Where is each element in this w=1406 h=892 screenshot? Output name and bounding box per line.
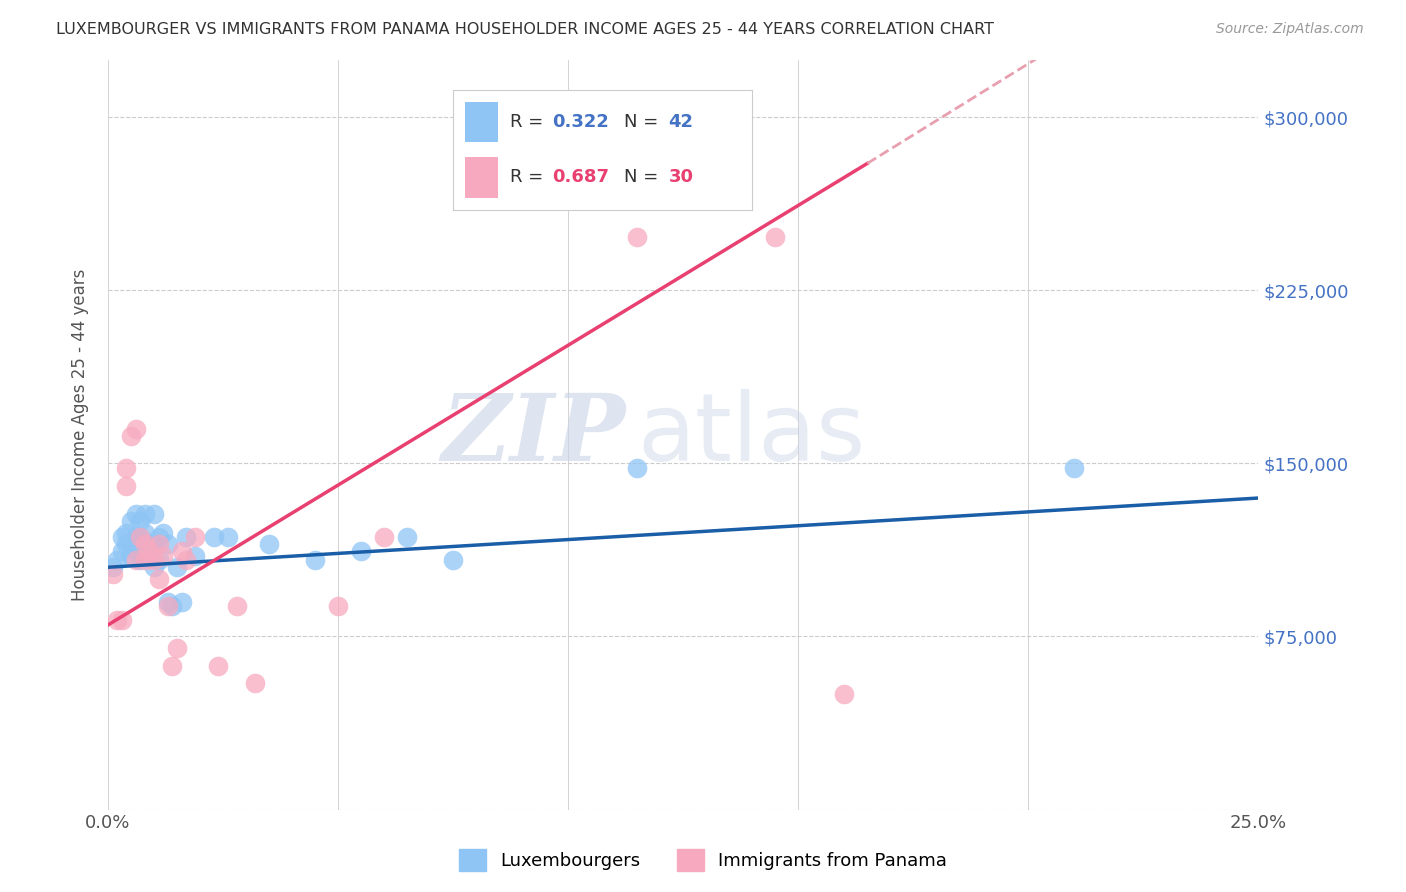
- Point: [129, 530, 152, 544]
- Point: [304, 553, 326, 567]
- Point: [120, 428, 142, 442]
- Point: [143, 553, 166, 567]
- Point: [101, 560, 124, 574]
- Point: [626, 461, 648, 475]
- Point: [129, 553, 152, 567]
- Point: [174, 530, 197, 544]
- Point: [124, 422, 146, 436]
- Point: [156, 537, 179, 551]
- Point: [326, 599, 349, 614]
- Point: [115, 461, 138, 475]
- Point: [111, 530, 134, 544]
- Point: [174, 553, 197, 567]
- Point: [138, 549, 160, 563]
- Point: [138, 537, 160, 551]
- Point: [111, 544, 134, 558]
- Point: [396, 530, 419, 544]
- Point: [120, 549, 142, 563]
- Point: [105, 553, 128, 567]
- Point: [129, 514, 152, 528]
- Point: [101, 567, 124, 582]
- Point: [129, 530, 152, 544]
- Point: [143, 507, 166, 521]
- Point: [1063, 461, 1085, 475]
- Point: [124, 530, 146, 544]
- Point: [245, 675, 267, 690]
- Point: [170, 595, 193, 609]
- Point: [120, 514, 142, 528]
- Point: [156, 599, 179, 614]
- Point: [134, 525, 156, 540]
- Point: [832, 687, 855, 701]
- Point: [115, 537, 138, 551]
- Point: [207, 659, 229, 673]
- Point: [143, 560, 166, 574]
- Point: [184, 530, 207, 544]
- Point: [626, 230, 648, 244]
- Legend: Luxembourgers, Immigrants from Panama: Luxembourgers, Immigrants from Panama: [451, 842, 955, 879]
- Point: [217, 530, 239, 544]
- Point: [162, 659, 184, 673]
- Point: [134, 507, 156, 521]
- Point: [134, 553, 156, 567]
- Y-axis label: Householder Income Ages 25 - 44 years: Householder Income Ages 25 - 44 years: [72, 268, 89, 600]
- Point: [115, 479, 138, 493]
- Text: Source: ZipAtlas.com: Source: ZipAtlas.com: [1216, 22, 1364, 37]
- Point: [138, 544, 160, 558]
- Text: atlas: atlas: [637, 389, 866, 481]
- Point: [124, 553, 146, 567]
- Point: [156, 595, 179, 609]
- Text: LUXEMBOURGER VS IMMIGRANTS FROM PANAMA HOUSEHOLDER INCOME AGES 25 - 44 YEARS COR: LUXEMBOURGER VS IMMIGRANTS FROM PANAMA H…: [56, 22, 994, 37]
- Point: [184, 549, 207, 563]
- Point: [148, 537, 170, 551]
- Point: [134, 544, 156, 558]
- Point: [111, 613, 134, 627]
- Point: [124, 544, 146, 558]
- Point: [148, 530, 170, 544]
- Text: ZIP: ZIP: [441, 390, 626, 480]
- Point: [166, 560, 188, 574]
- Point: [170, 544, 193, 558]
- Point: [225, 599, 247, 614]
- Point: [202, 530, 225, 544]
- Point: [124, 507, 146, 521]
- Point: [152, 525, 174, 540]
- Point: [143, 537, 166, 551]
- Point: [350, 544, 373, 558]
- Point: [148, 553, 170, 567]
- Point: [166, 640, 188, 655]
- Point: [115, 525, 138, 540]
- Point: [152, 549, 174, 563]
- Point: [105, 613, 128, 627]
- Point: [373, 530, 395, 544]
- Point: [257, 537, 280, 551]
- Point: [148, 572, 170, 586]
- Point: [162, 599, 184, 614]
- Point: [441, 553, 464, 567]
- Point: [120, 537, 142, 551]
- Point: [134, 537, 156, 551]
- Point: [763, 230, 786, 244]
